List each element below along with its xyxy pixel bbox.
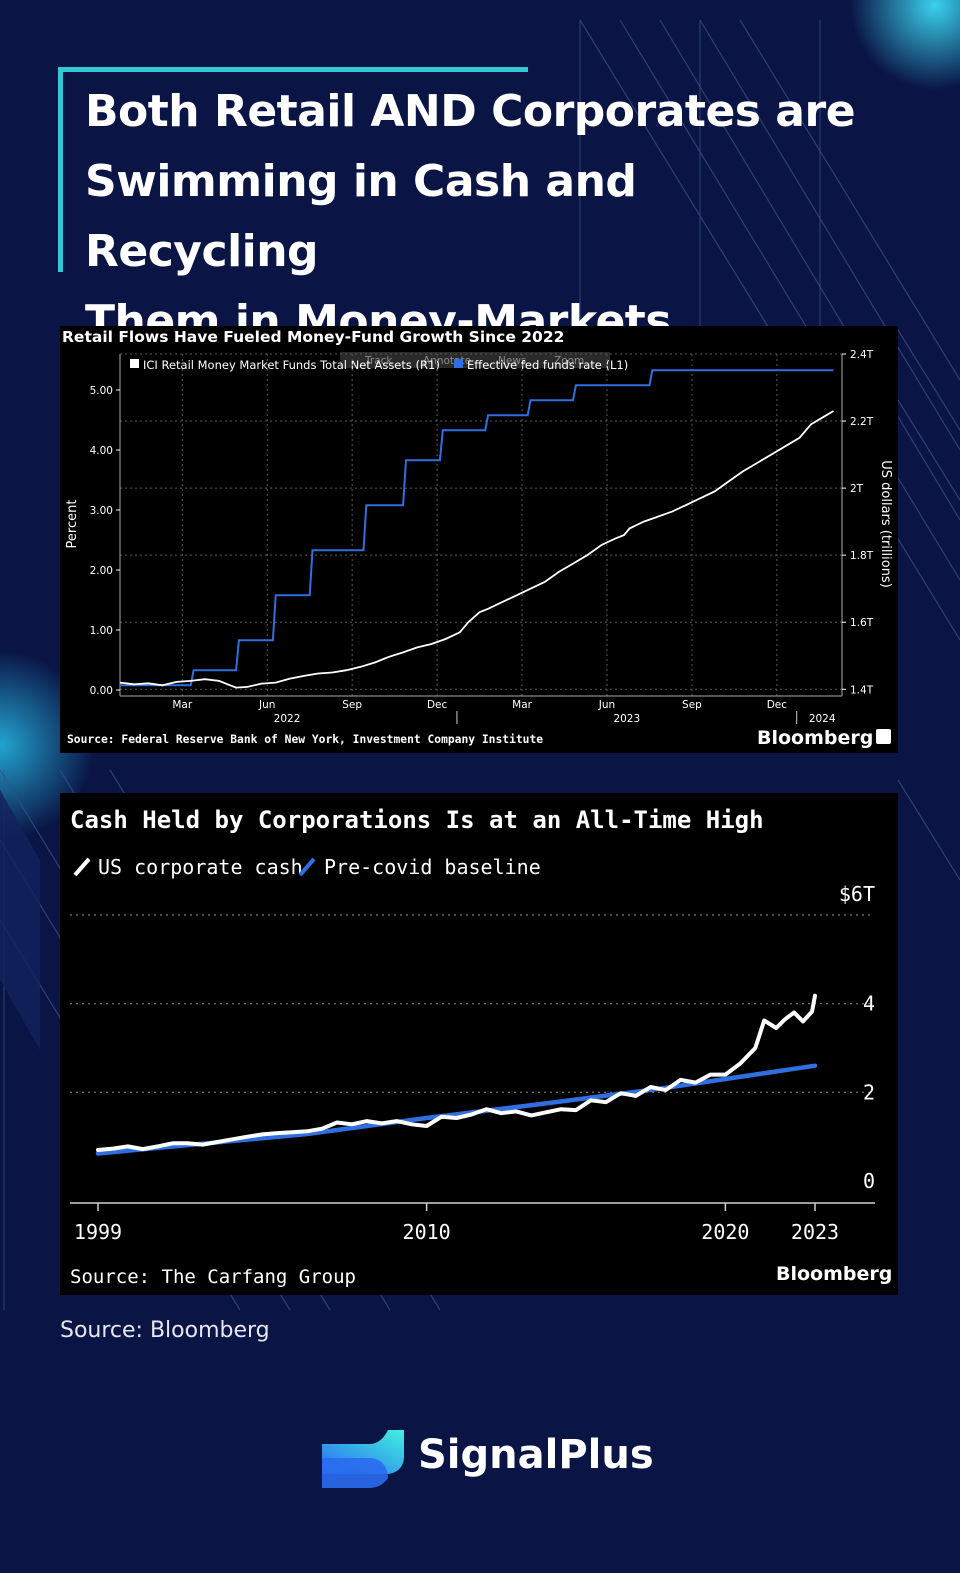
zoom-button[interactable]: Zoom	[554, 355, 584, 367]
retail-flows-chart: Retail Flows Have Fueled Money-Fund Grow…	[60, 326, 898, 753]
chart1-xtick-label-3: Dec	[427, 699, 448, 711]
chart1-xtick-label-6: Sep	[682, 699, 702, 711]
chart1-xtick-label-7: Dec	[767, 699, 788, 711]
title-accent-bar	[58, 67, 528, 72]
chart1-ytick-right-label-0: 1.4T	[850, 684, 874, 696]
chart1-xtick-label-0: Mar	[172, 699, 192, 711]
legend-swatch-blue	[298, 857, 316, 877]
chart1-series-retail-mmf-assets	[119, 410, 834, 689]
legend-label-fed: Effective fed funds rate (L1)	[467, 358, 628, 372]
chart1-series-fed-funds-rate	[120, 369, 834, 687]
chart1-ytick-right-label-2: 1.8T	[850, 550, 874, 562]
chart1-ytick-left-label-4: 4.00	[90, 445, 113, 457]
glow-top-right	[850, 0, 960, 90]
chart1-legend: ICI Retail Money Market Funds Total Net …	[130, 358, 628, 372]
chart2-ytick-label-3: $6T	[839, 882, 875, 906]
news-button[interactable]: News	[498, 355, 526, 367]
chart1-ytick-right-label-3: 2T	[850, 483, 864, 495]
legend-swatch-blue	[454, 359, 463, 368]
chart2-xtick-label-0: 1999	[74, 1220, 122, 1244]
brand-logo: SignalPlus	[318, 1422, 658, 1496]
chart1-source: Source: Federal Reserve Bank of New York…	[67, 733, 543, 746]
chart2-xtick-label-3: 2023	[791, 1220, 839, 1244]
corporate-cash-chart: Cash Held by Corporations Is at an All-T…	[60, 793, 898, 1295]
legend-swatch-white	[130, 359, 139, 368]
chart2-bloomberg-logo: Bloomberg	[776, 1263, 892, 1285]
page-source: Source: Bloomberg	[60, 1318, 270, 1343]
chart1-ytick-left-label-3: 3.00	[90, 505, 113, 517]
chart1-ytick-left-label-0: 0.00	[90, 685, 113, 697]
legend-swatch-white	[73, 857, 91, 877]
corporate-cash-chart-svg: Cash Held by Corporations Is at an All-T…	[70, 806, 892, 1288]
chart1-ytick-right-label-4: 2.2T	[850, 416, 874, 428]
legend-label-corporate-cash: US corporate cash	[98, 855, 303, 879]
chart2-ytick-label-1: 2	[863, 1080, 875, 1104]
chart1-year-label-0: 2022	[274, 713, 301, 725]
chart1-ylabel-right: US dollars (trillions)	[878, 460, 893, 588]
chart1-gridlines	[120, 353, 842, 696]
chart1-ytick-right-label-1: 1.6T	[850, 617, 874, 629]
page-title: Both Retail AND Corporates are Swimming …	[85, 86, 856, 347]
chart1-xtick-label-5: Jun	[598, 699, 615, 711]
brand-name: SignalPlus	[418, 1432, 654, 1478]
chart1-ylabel-left: Percent	[65, 500, 80, 549]
chart1-ytick-left-label-5: 5.00	[90, 385, 113, 397]
chart1-toolbar: Track Annotate News Zoom	[340, 352, 610, 368]
chart1-year-label-2: 2024	[809, 713, 836, 725]
chart2-legend: US corporate cash Pre-covid baseline	[73, 855, 541, 879]
chart1-ytick-left-label-1: 1.00	[90, 625, 113, 637]
chart1-ytick-left-label-2: 2.00	[90, 565, 113, 577]
chart1-title: Retail Flows Have Fueled Money-Fund Grow…	[62, 328, 564, 346]
diagonal-band	[0, 790, 40, 1050]
chart2-title: Cash Held by Corporations Is at an All-T…	[70, 806, 764, 834]
legend-label-retail: ICI Retail Money Market Funds Total Net …	[143, 358, 440, 372]
chart2-series-pre-covid-baseline	[95, 1063, 818, 1156]
chart1-bloomberg-logo: Bloomberg	[757, 727, 873, 749]
chart2-xtick-label-1: 2010	[403, 1220, 451, 1244]
legend-label-baseline: Pre-covid baseline	[324, 855, 541, 879]
title-block: Both Retail AND Corporates are Swimming …	[58, 67, 883, 347]
chart1-ytick-right-label-5: 2.4T	[850, 349, 874, 361]
chart1-year-label-1: 2023	[613, 713, 640, 725]
track-button[interactable]: Track	[364, 355, 393, 367]
bloomberg-terminal-icon	[876, 729, 891, 744]
chart2-ytick-label-0: 0	[863, 1169, 875, 1193]
chart1-xtick-label-2: Sep	[342, 699, 362, 711]
chart2-source: Source: The Carfang Group	[70, 1266, 356, 1288]
retail-flows-chart-svg: Retail Flows Have Fueled Money-Fund Grow…	[62, 328, 893, 749]
chart1-xtick-label-1: Jun	[258, 699, 275, 711]
chart2-series-us-corporate-cash	[96, 993, 817, 1152]
signalplus-icon	[322, 1430, 404, 1488]
chart1-xtick-label-4: Mar	[512, 699, 532, 711]
chart2-xtick-label-2: 2020	[701, 1220, 749, 1244]
chart1-toolbar-bg	[340, 352, 610, 368]
chart2-ytick-label-2: 4	[863, 992, 875, 1016]
